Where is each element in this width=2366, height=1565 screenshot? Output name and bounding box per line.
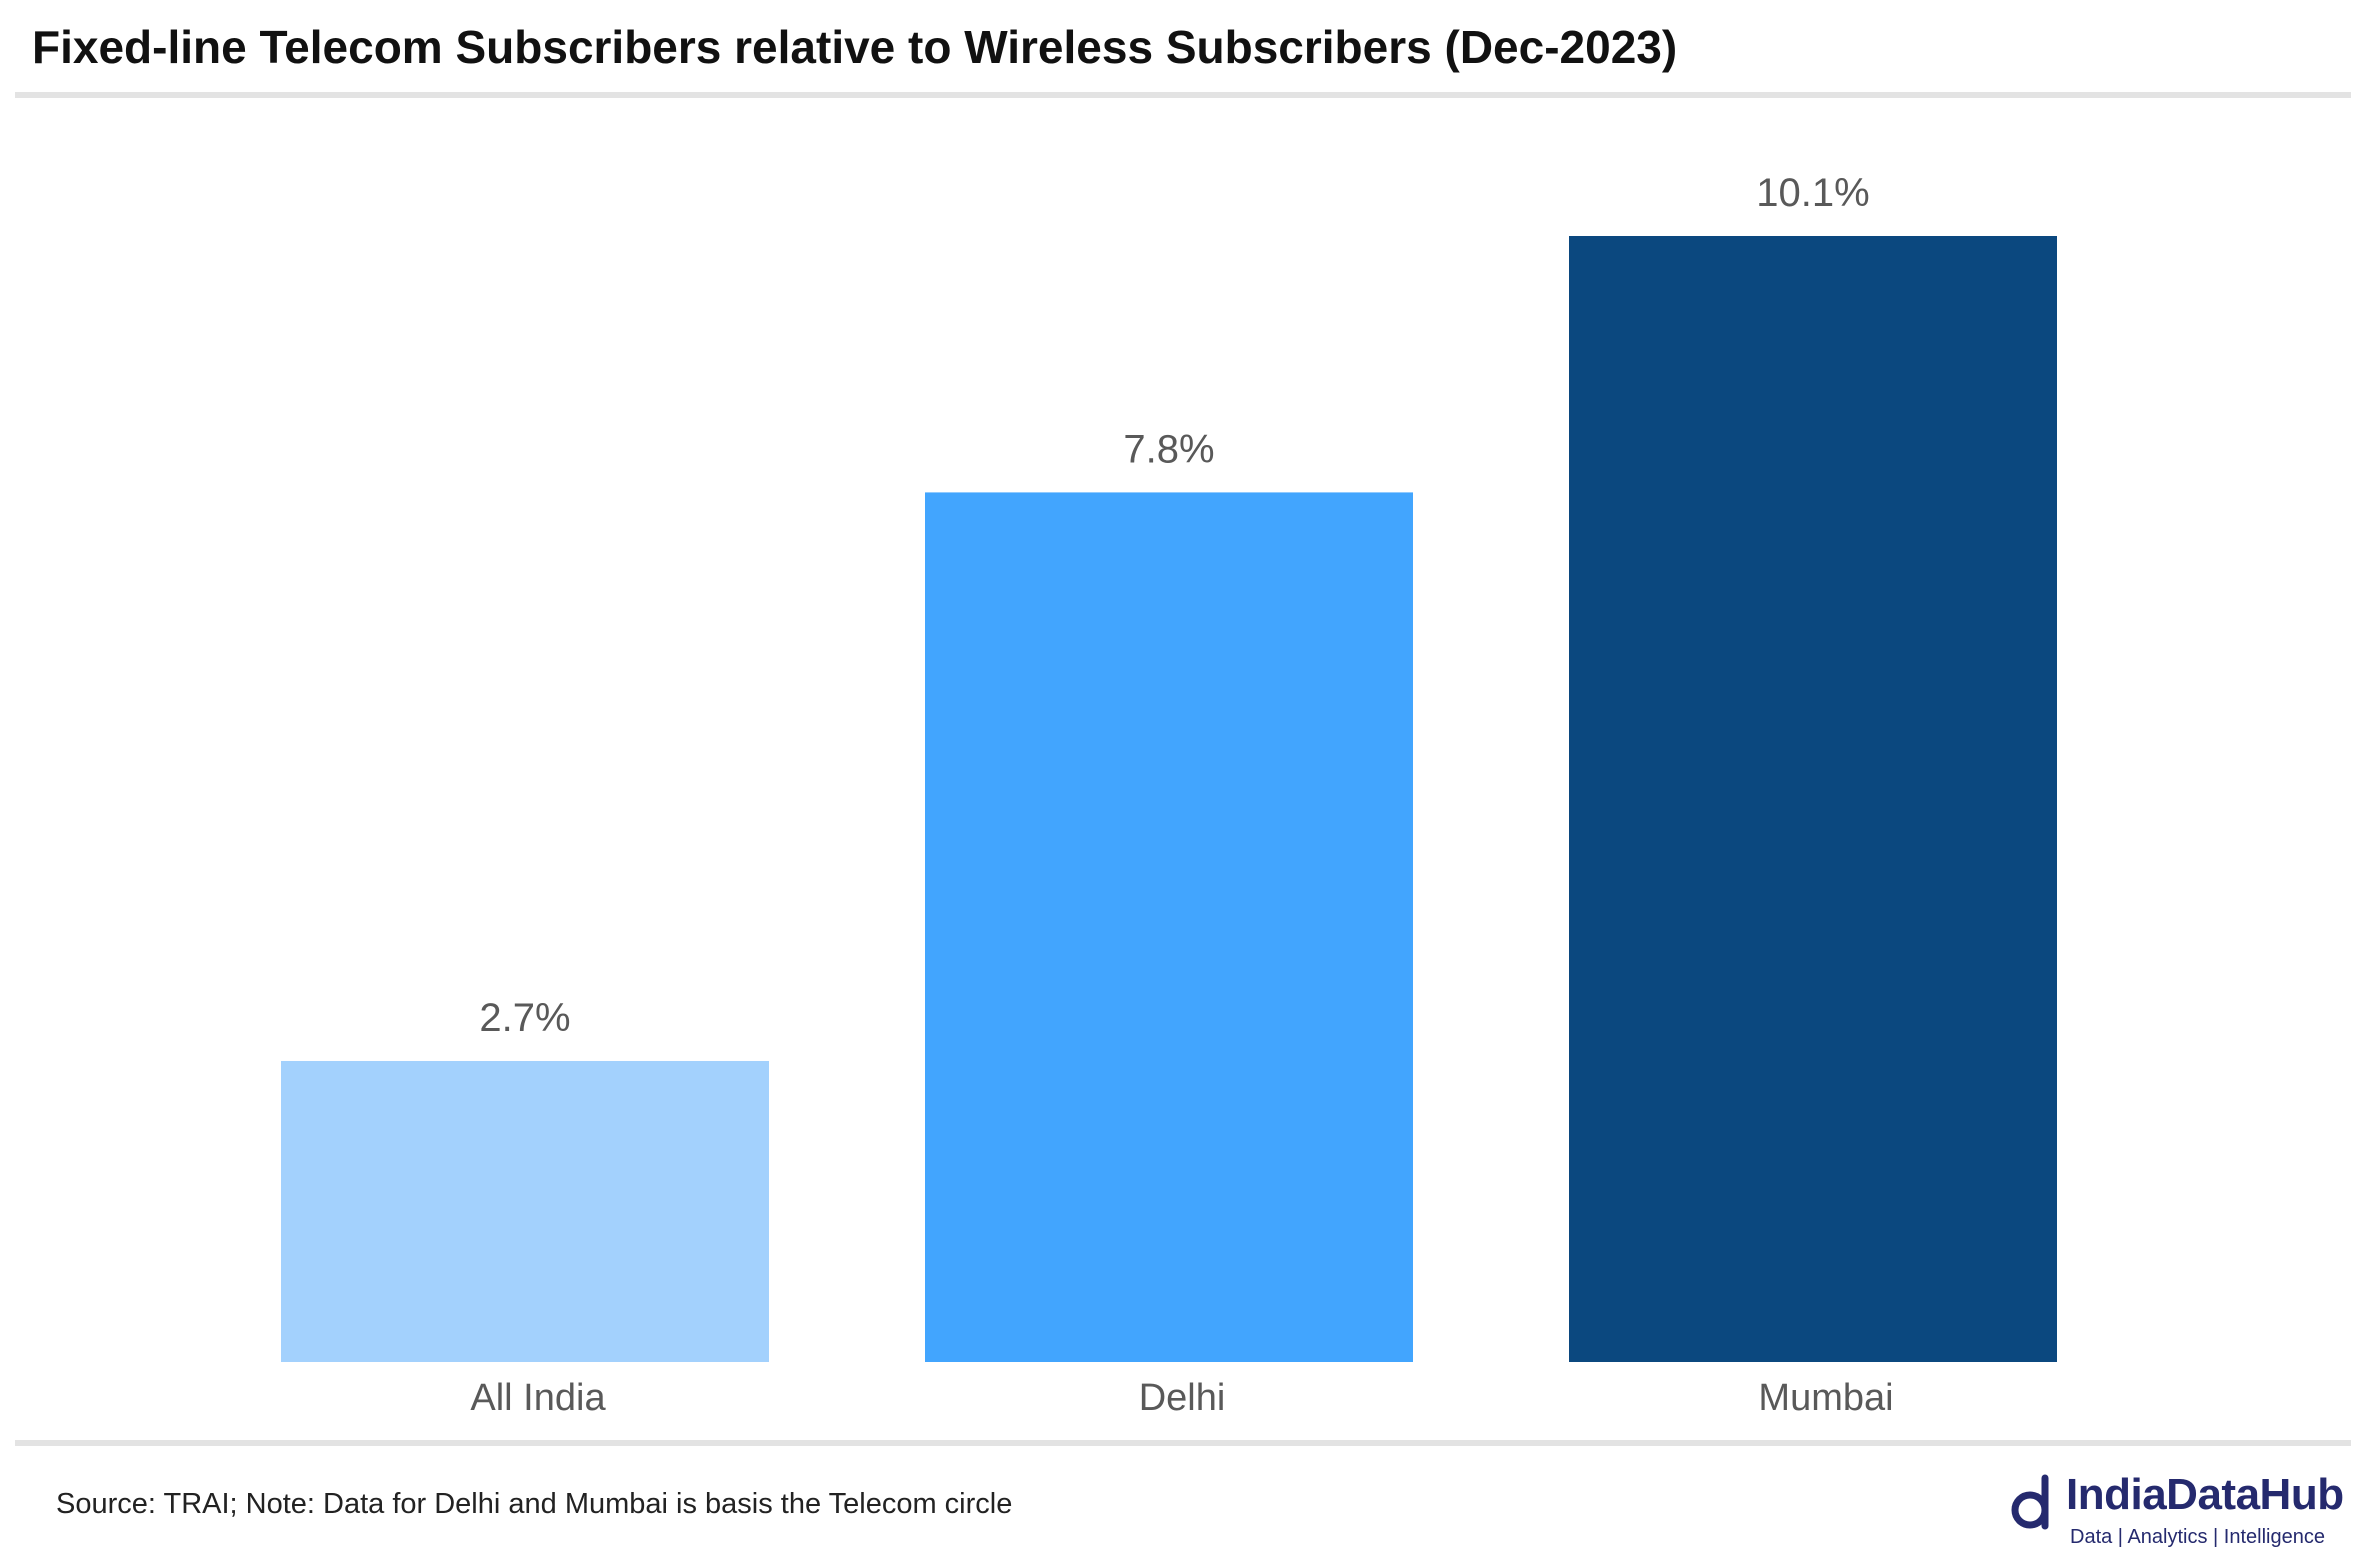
source-note: Source: TRAI; Note: Data for Delhi and M… [56,1488,1013,1520]
data-label: 7.8% [1123,427,1214,471]
category-label: Delhi [1139,1377,1226,1419]
data-label: 10.1% [1756,171,1869,215]
brand-logo: IndiaDataHub Data | Analytics | Intellig… [2010,1468,2350,1558]
category-label: All India [470,1377,606,1419]
bottom-divider [15,1440,2351,1446]
logo-tagline: Data | Analytics | Intelligence [2070,1526,2325,1548]
bar-all-india [281,1060,769,1362]
bar-chart: 2.7% All India 7.8% Delhi 10.1% Mumbai [281,171,2057,1419]
top-divider [15,92,2351,98]
bar-mumbai [1569,236,2057,1362]
logo-d-icon [2011,1474,2049,1530]
bar-delhi [925,492,1413,1362]
chart-title: Fixed-line Telecom Subscribers relative … [32,21,1678,73]
category-label: Mumbai [1758,1377,1893,1419]
logo-name: IndiaDataHub [2066,1470,2344,1519]
data-label: 2.7% [479,996,570,1040]
